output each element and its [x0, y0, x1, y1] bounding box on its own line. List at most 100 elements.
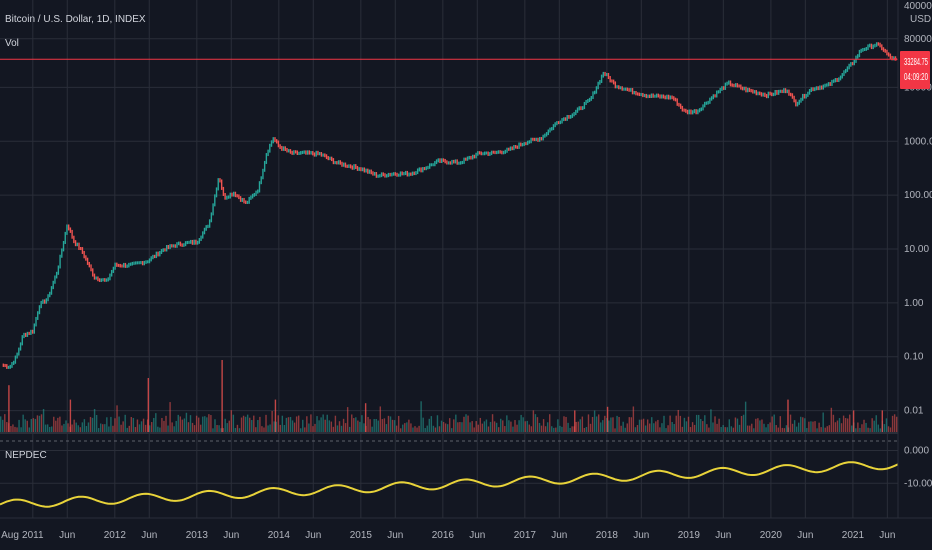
volume-bar — [567, 422, 569, 432]
volume-bar — [685, 421, 688, 432]
volume-spike — [364, 403, 367, 432]
volume-bar — [277, 415, 279, 432]
volume-bar — [508, 420, 510, 432]
volume-bar — [181, 419, 184, 432]
volume-bar — [193, 425, 196, 432]
volume-bar — [755, 418, 757, 432]
volume-bar — [483, 421, 486, 432]
volume-bar — [820, 427, 822, 432]
volume-bar — [312, 426, 314, 432]
volume-bar — [116, 405, 118, 432]
price-tick-label: 0.10 — [904, 352, 924, 363]
volume-bar — [828, 425, 831, 432]
volume-bar — [291, 420, 294, 432]
volume-bar — [253, 415, 255, 432]
volume-bar — [493, 421, 496, 432]
volume-bar — [814, 421, 816, 432]
volume-bar — [653, 423, 655, 432]
volume-bar — [640, 419, 643, 432]
time-tick-label: 2019 — [678, 530, 701, 541]
indicator-axis[interactable]: 0.000 -10.000 — [904, 446, 932, 490]
volume-bar — [875, 415, 877, 432]
volume-bar — [663, 415, 665, 432]
volume-bar — [355, 417, 357, 432]
volume-bar — [749, 425, 751, 432]
volume-bar — [844, 418, 847, 432]
volume-bar — [53, 416, 55, 432]
volume-bar — [179, 416, 181, 432]
volume-bar — [114, 418, 116, 432]
volume-bar — [165, 415, 167, 432]
volume-bar — [826, 426, 828, 432]
volume-bar — [732, 427, 735, 432]
volume-bar — [528, 424, 530, 432]
volume-bar — [734, 417, 737, 432]
volume-bar — [830, 407, 833, 432]
time-tick-label: 2020 — [760, 530, 783, 541]
volume-bar — [459, 422, 461, 432]
volume-bar — [585, 426, 588, 432]
volume-bar — [785, 425, 788, 432]
volume-bar — [667, 425, 669, 432]
volume-bar — [834, 422, 837, 432]
symbol-title[interactable]: Bitcoin / U.S. Dollar, 1D, INDEX — [5, 14, 146, 25]
volume-bar — [326, 414, 328, 432]
volume-bar — [302, 419, 304, 432]
price-tag-countdown: 04:09:20 — [904, 72, 928, 83]
volume-bar — [842, 415, 845, 432]
volume-bar — [55, 420, 57, 432]
volume-bar — [387, 415, 390, 432]
price-tick-label: 10.00 — [904, 244, 929, 255]
volume-bar — [206, 417, 208, 432]
volume-bar — [377, 420, 379, 432]
volume-bar — [746, 425, 749, 432]
volume-bar — [804, 418, 806, 432]
volume-bar — [224, 418, 226, 432]
volume-bar — [136, 419, 139, 432]
volume-bar — [551, 426, 553, 432]
volume-bar — [255, 427, 257, 432]
volume-bar — [44, 424, 47, 432]
volume-bar — [322, 414, 324, 432]
volume-bar — [328, 420, 330, 432]
volume-bar — [800, 416, 802, 432]
volume-bar — [381, 419, 384, 432]
volume-bar — [151, 422, 153, 432]
volume-bar — [773, 414, 775, 432]
volume-bar — [385, 424, 388, 432]
volume-bar — [357, 420, 359, 432]
volume-bar — [361, 415, 363, 432]
volume-bar — [530, 426, 533, 432]
volume-bar — [504, 426, 506, 432]
indicator-tick-label: 0.000 — [904, 446, 929, 457]
volume-bar — [679, 415, 682, 432]
time-axis[interactable]: Aug 2011 Jun 2012 Jun 2013 Jun 2014 Jun 2015 Jun 20… — [1, 530, 895, 541]
volume-label[interactable]: Vol — [5, 38, 19, 49]
volume-bar — [140, 421, 143, 432]
price-series — [2, 42, 898, 369]
volume-bar — [793, 420, 796, 432]
volume-bar — [765, 427, 767, 432]
time-tick-label: 2011 — [22, 530, 44, 541]
volume-bar — [367, 416, 369, 432]
time-tick-label: Jun — [715, 530, 731, 541]
volume-bar — [740, 415, 743, 432]
volume-bar — [320, 417, 322, 432]
volume-bar — [702, 421, 704, 432]
volume-bar — [267, 425, 269, 432]
volume-bar — [575, 421, 577, 432]
volume-bar — [514, 420, 516, 432]
volume-bar — [183, 418, 186, 432]
volume-bar — [279, 424, 282, 432]
volume-bar — [712, 422, 714, 432]
volume-bar — [122, 421, 124, 432]
volume-bar — [73, 419, 75, 432]
volume-bar — [12, 424, 14, 432]
volume-bar — [236, 424, 239, 432]
volume-bar — [418, 425, 420, 432]
volume-bar — [406, 422, 408, 432]
indicator-label[interactable]: NEPDEC — [5, 450, 47, 461]
volume-bar — [710, 409, 712, 432]
